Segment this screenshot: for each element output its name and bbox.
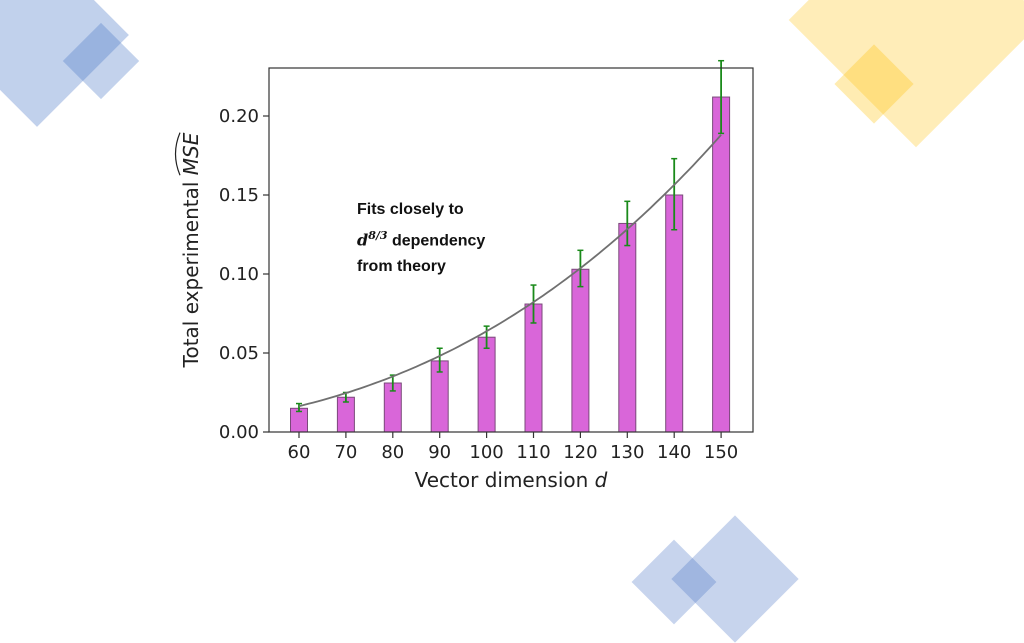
y-tick-label: 0.15 bbox=[219, 185, 259, 206]
x-axis-title-text: Vector dimension bbox=[415, 468, 595, 492]
x-tick-label: 90 bbox=[428, 442, 451, 463]
plot-frame bbox=[268, 67, 754, 433]
error-bar-60 bbox=[296, 402, 302, 413]
error-bar-150 bbox=[718, 59, 725, 135]
x-tick-label: 130 bbox=[610, 442, 644, 463]
bar-130 bbox=[618, 222, 637, 433]
y-axis-title-hat bbox=[174, 132, 181, 176]
x-tick-label: 120 bbox=[563, 442, 597, 463]
bars bbox=[290, 96, 731, 433]
x-tick-label: 80 bbox=[381, 442, 404, 463]
error-bar-100 bbox=[483, 325, 490, 350]
annotation-line-3: from theory bbox=[357, 258, 446, 276]
x-tick-label: 70 bbox=[334, 442, 357, 463]
y-tick-label: 0.20 bbox=[219, 106, 259, 127]
y-axis: 0.00 0.05 0.10 0.15 0.20 bbox=[219, 106, 269, 443]
fit-annotation: Fits closely to d8/3 dependency from the… bbox=[357, 197, 557, 280]
bar-140 bbox=[665, 194, 684, 433]
y-tick-label: 0.05 bbox=[219, 343, 259, 364]
x-tick-label: 140 bbox=[657, 442, 691, 463]
bar-120 bbox=[571, 268, 590, 433]
error-bar-90 bbox=[436, 347, 443, 373]
annotation-line-1: Fits closely to bbox=[357, 201, 464, 218]
annotation-math-exponent: 8/3 bbox=[368, 229, 388, 242]
chart: 0.00 0.05 0.10 0.15 0.20 60 70 80 90 100 110 120 13… bbox=[174, 59, 754, 492]
y-axis-title-symbol: MSE bbox=[179, 132, 203, 175]
fit-curve bbox=[298, 134, 722, 408]
error-bar-130 bbox=[624, 200, 631, 247]
annotation-line-2-text: dependency bbox=[387, 232, 486, 250]
x-tick-label: 110 bbox=[516, 442, 550, 463]
y-axis-title: Total experimental MSE bbox=[179, 132, 203, 368]
x-tick-label: 150 bbox=[704, 442, 738, 463]
annotation-line-2: d8/3 dependency bbox=[357, 223, 557, 254]
y-tick-label: 0.00 bbox=[219, 422, 259, 443]
annotation-math-base: d bbox=[357, 230, 369, 250]
error-bar-110 bbox=[530, 284, 537, 324]
x-axis-title-symbol: d bbox=[595, 468, 608, 492]
x-tick-label: 60 bbox=[288, 442, 311, 463]
y-tick-label: 0.10 bbox=[219, 264, 259, 285]
x-axis-title: Vector dimension d bbox=[415, 468, 608, 492]
error-bar-140 bbox=[671, 157, 678, 231]
x-axis: 60 70 80 90 100 110 120 130 140 150 bbox=[288, 432, 738, 463]
x-tick-label: 100 bbox=[469, 442, 503, 463]
y-axis-title-text: Total experimental bbox=[179, 175, 203, 368]
bar-150 bbox=[712, 96, 731, 433]
bar-100 bbox=[477, 336, 496, 433]
